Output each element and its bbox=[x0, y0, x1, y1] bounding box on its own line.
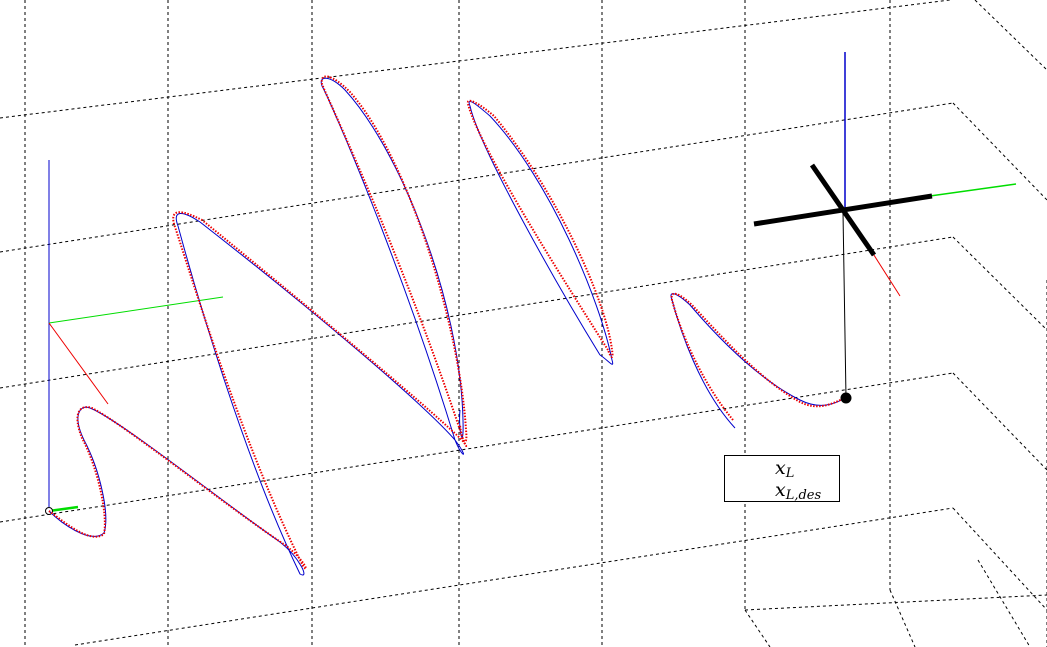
end-frame bbox=[753, 52, 1017, 404]
grid-line bbox=[952, 372, 1047, 471]
grid-line bbox=[952, 236, 1047, 331]
end-arm-line bbox=[809, 163, 877, 257]
legend-label-xLdes: xL,des bbox=[775, 479, 822, 503]
x-axis-line bbox=[48, 322, 109, 405]
legend-entry-xLdes: xL,des bbox=[725, 480, 839, 503]
legend-label-xL: xL bbox=[775, 457, 795, 481]
grid-line bbox=[744, 609, 771, 647]
grid-line bbox=[889, 589, 916, 647]
legend-entry-xL: xL bbox=[725, 458, 839, 481]
grid-line bbox=[744, 594, 1047, 611]
origin-frame bbox=[45, 160, 224, 515]
end-y-axis-line bbox=[929, 183, 1017, 197]
grid-line bbox=[952, 102, 1047, 201]
end-marker bbox=[840, 392, 852, 404]
y-axis-line bbox=[48, 296, 224, 324]
grid-line bbox=[974, 0, 1047, 71]
grid-line bbox=[952, 507, 1047, 611]
grid-line bbox=[977, 559, 1031, 647]
grid-line bbox=[0, 236, 954, 389]
legend: xL xL,des bbox=[724, 455, 840, 503]
grid-line bbox=[0, 372, 954, 523]
series-line-xLdes bbox=[48, 75, 846, 570]
end-x-axis-line bbox=[871, 251, 901, 297]
grid-line bbox=[0, 0, 951, 119]
end-tether-line bbox=[842, 211, 847, 399]
series-line-xL bbox=[48, 77, 846, 576]
y-axis-stub bbox=[48, 505, 79, 513]
grid-line bbox=[0, 102, 954, 253]
grid-line bbox=[74, 507, 954, 646]
